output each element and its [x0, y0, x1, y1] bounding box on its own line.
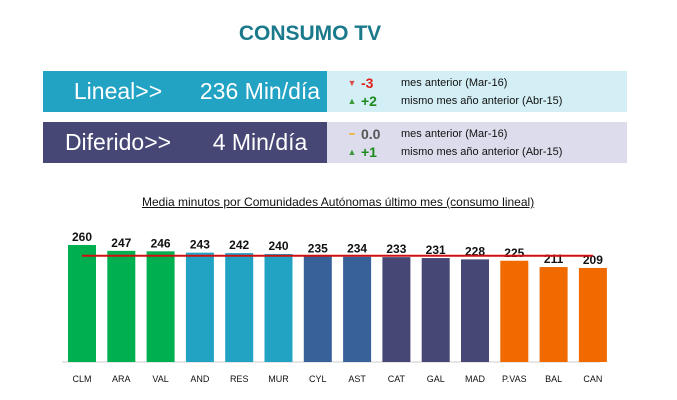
category-label: VAL [152, 374, 168, 384]
bar [461, 259, 489, 362]
bar [185, 252, 214, 362]
category-label: AST [348, 374, 366, 384]
delta-value: +1 [361, 144, 377, 160]
chart-title: Media minutos por Comunidades Autónomas … [142, 195, 535, 209]
lineal-main: Lineal>> 236 Min/día [43, 71, 327, 112]
triangle-down-icon: ▼ [347, 78, 357, 88]
comparison-text: mes anterior (Mar-16) [401, 128, 508, 140]
bar [225, 253, 254, 362]
category-label: CAN [583, 374, 602, 384]
lineal-comparisons: ▼ -3 mes anterior (Mar-16) ▲ +2 mismo mes año… [327, 71, 627, 112]
comparison-row: ▲ +1 mismo mes año anterior (Abr-15) [327, 143, 563, 161]
lineal-label: Lineal>> [73, 78, 163, 104]
bar [264, 254, 293, 362]
lineal-value: 236 Min/día [199, 78, 321, 104]
data-label: 235 [308, 241, 328, 255]
comparison-row: ▼ -3 mes anterior (Mar-16) [327, 74, 508, 92]
dash-icon: ━ [349, 128, 355, 139]
category-label: CLM [72, 374, 91, 384]
data-label: 247 [111, 236, 131, 250]
comparison-text: mismo mes año anterior (Abr-15) [401, 146, 563, 158]
triangle-up-icon: ▲ [347, 147, 357, 157]
bar [107, 250, 136, 362]
bar [343, 256, 372, 362]
comparison-row: ▲ +2 mismo mes año anterior (Abr-15) [327, 92, 563, 110]
data-label: 243 [190, 238, 210, 252]
category-label: GAL [427, 374, 445, 384]
data-label: 240 [268, 239, 288, 253]
comparison-text: mismo mes año anterior (Abr-15) [401, 95, 563, 107]
bar [500, 260, 529, 362]
data-label: 211 [544, 252, 564, 266]
bar [303, 256, 332, 362]
category-label: CYL [309, 374, 327, 384]
data-label: 234 [347, 242, 367, 256]
category-label: AND [190, 374, 210, 384]
triangle-up-icon: ▲ [347, 96, 357, 106]
delta-value: +2 [361, 93, 377, 109]
data-label: 231 [426, 243, 446, 257]
diferido-value: 4 Min/día [212, 129, 308, 155]
category-label: BAL [545, 374, 562, 384]
bar [382, 257, 411, 362]
diferido-box: Diferido>> 4 Min/día ━ 0.0 mes anterior (M… [43, 122, 627, 163]
category-label: CAT [388, 374, 406, 384]
bar [539, 267, 568, 362]
bar [421, 258, 450, 362]
comparison-row: ━ 0.0 mes anterior (Mar-16) [327, 125, 507, 143]
lineal-box: Lineal>> 236 Min/día ▼ -3 mes anterior (Ma… [43, 71, 627, 112]
data-label: 242 [229, 238, 249, 252]
data-label: 233 [386, 242, 406, 256]
bar [578, 267, 607, 362]
delta-value: -3 [361, 75, 374, 91]
page-title: CONSUMO TV [238, 22, 382, 45]
category-label: RES [230, 374, 249, 384]
diferido-main: Diferido>> 4 Min/día [43, 122, 327, 163]
category-label: P.VAS [502, 374, 527, 384]
delta-value: 0.0 [361, 126, 381, 142]
data-label: 260 [72, 230, 92, 244]
data-label: 246 [151, 236, 171, 250]
comparison-text: mes anterior (Mar-16) [401, 77, 508, 89]
category-label: MUR [268, 374, 289, 384]
diferido-comparisons: ━ 0.0 mes anterior (Mar-16) ▲ +1 mismo mes añ… [327, 122, 627, 163]
diferido-label: Diferido>> [64, 129, 172, 155]
bar [68, 245, 96, 362]
category-label: ARA [112, 374, 131, 384]
data-label: 225 [504, 246, 524, 260]
bar [146, 251, 175, 362]
category-label: MAD [465, 374, 486, 384]
